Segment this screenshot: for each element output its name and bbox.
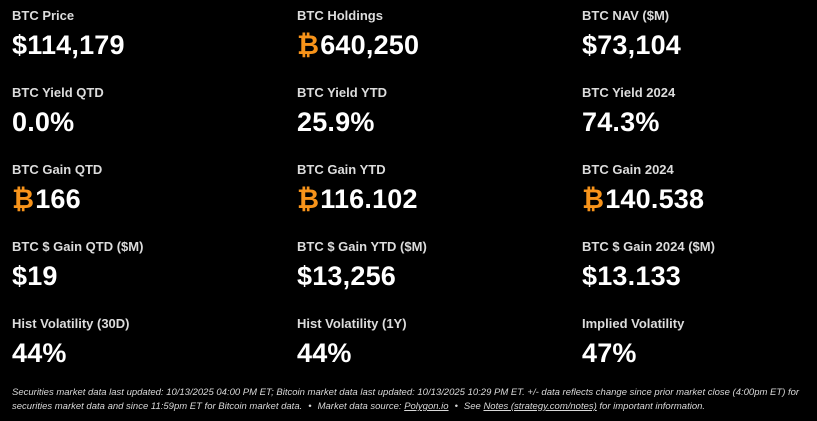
metric-value: 140.538 — [605, 184, 705, 214]
metric-label: BTC Price — [12, 8, 75, 23]
metric-btc-dollar-gain-qtd: BTC $ Gain QTD ($M) $19 — [12, 239, 297, 316]
bitcoin-icon: ₿ — [12, 184, 35, 214]
polygon-source-link[interactable]: Polygon.io — [404, 401, 449, 412]
metrics-row: BTC $ Gain QTD ($M) $19 BTC $ Gain YTD (… — [12, 239, 812, 316]
notes-link[interactable]: Notes (strategy.com/notes) — [483, 401, 597, 412]
metrics-row: BTC Yield QTD 0.0% BTC Yield YTD 25.9% B… — [12, 85, 812, 162]
metric-label: BTC Gain 2024 — [582, 162, 674, 177]
metric-btc-gain-qtd: BTC Gain QTD ₿166 — [12, 162, 297, 239]
footer-info-text: for important information. — [599, 401, 706, 412]
metric-value: $73,104 — [582, 30, 681, 60]
disclaimer-footer: Securities market data last updated: 10/… — [12, 386, 807, 414]
metric-label: BTC NAV ($M) — [582, 8, 670, 23]
metric-label: BTC Holdings — [297, 8, 383, 23]
footer-source-text: Market data source: — [317, 401, 402, 412]
metric-value: 25.9% — [297, 107, 375, 137]
metric-value: 166 — [35, 184, 81, 214]
metric-value: $13.133 — [582, 261, 681, 291]
metric-btc-price: BTC Price $114,179 — [12, 8, 297, 85]
metric-value: 74.3% — [582, 107, 660, 137]
footer-update-text: Securities market data last updated: 10/… — [12, 387, 800, 412]
metric-label: BTC Yield YTD — [297, 85, 388, 100]
metric-btc-yield-qtd: BTC Yield QTD 0.0% — [12, 85, 297, 162]
metrics-row: BTC Price $114,179 BTC Holdings ₿640,250… — [12, 8, 812, 85]
metric-btc-yield-ytd: BTC Yield YTD 25.9% — [297, 85, 582, 162]
metric-label: BTC Yield QTD — [12, 85, 104, 100]
metric-btc-gain-2024: BTC Gain 2024 ₿140.538 — [582, 162, 812, 239]
metric-value-wrap: ₿140.538 — [582, 182, 812, 216]
footer-bullet: • — [454, 401, 458, 412]
metric-implied-volatility: Implied Volatility 47% — [582, 316, 812, 393]
metrics-row: BTC Gain QTD ₿166 BTC Gain YTD ₿116.102 … — [12, 162, 812, 239]
metric-btc-holdings: BTC Holdings ₿640,250 — [297, 8, 582, 85]
metric-value-wrap: ₿116.102 — [297, 182, 582, 216]
metric-label: BTC Gain QTD — [12, 162, 103, 177]
metric-value: 47% — [582, 338, 637, 368]
metric-hist-volatility-1y: Hist Volatility (1Y) 44% — [297, 316, 582, 393]
metric-btc-dollar-gain-2024: BTC $ Gain 2024 ($M) $13.133 — [582, 239, 812, 316]
metric-value: $13,256 — [297, 261, 396, 291]
metric-label: BTC Gain YTD — [297, 162, 386, 177]
metric-label: BTC $ Gain QTD ($M) — [12, 239, 144, 254]
metric-value: $114,179 — [12, 30, 125, 60]
footer-bullet: • — [308, 401, 312, 412]
metric-label: Implied Volatility — [582, 316, 685, 331]
metric-hist-volatility-30d: Hist Volatility (30D) 44% — [12, 316, 297, 393]
metric-value: 44% — [297, 338, 352, 368]
metric-btc-yield-2024: BTC Yield 2024 74.3% — [582, 85, 812, 162]
metric-value-wrap: ₿166 — [12, 182, 297, 216]
metrics-grid: BTC Price $114,179 BTC Holdings ₿640,250… — [12, 8, 812, 393]
metric-label: Hist Volatility (30D) — [12, 316, 130, 331]
metric-value-wrap: ₿640,250 — [297, 28, 582, 62]
metric-btc-nav: BTC NAV ($M) $73,104 — [582, 8, 812, 85]
footer-see-text: See — [463, 401, 481, 412]
metric-value: $19 — [12, 261, 58, 291]
metric-value: 116.102 — [320, 184, 418, 214]
bitcoin-icon: ₿ — [297, 184, 320, 214]
metric-value: 44% — [12, 338, 67, 368]
bitcoin-icon: ₿ — [297, 30, 320, 60]
bitcoin-icon: ₿ — [582, 184, 605, 214]
metric-value: 0.0% — [12, 107, 75, 137]
metric-label: BTC Yield 2024 — [582, 85, 676, 100]
metric-label: BTC $ Gain 2024 ($M) — [582, 239, 715, 254]
metric-value: 640,250 — [320, 30, 420, 60]
metric-label: BTC $ Gain YTD ($M) — [297, 239, 427, 254]
metrics-row: Hist Volatility (30D) 44% Hist Volatilit… — [12, 316, 812, 393]
metric-btc-dollar-gain-ytd: BTC $ Gain YTD ($M) $13,256 — [297, 239, 582, 316]
metric-label: Hist Volatility (1Y) — [297, 316, 407, 331]
metric-btc-gain-ytd: BTC Gain YTD ₿116.102 — [297, 162, 582, 239]
